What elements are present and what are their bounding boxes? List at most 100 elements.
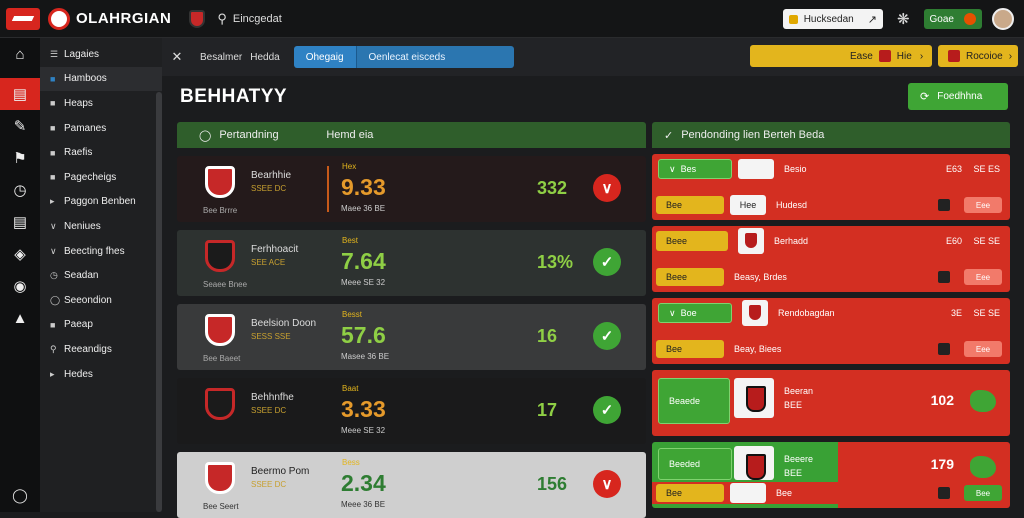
percent-value: 17 bbox=[537, 400, 558, 420]
odds-pill[interactable]: Beeded bbox=[658, 448, 732, 480]
menu-item-13[interactable]: ▸ Hedes bbox=[40, 362, 162, 387]
odds-block[interactable]: ∨ Boe Rendobagdan 3E SE SE Bee Beay, Bie… bbox=[652, 298, 1010, 364]
help-icon[interactable]: ◯ bbox=[12, 487, 28, 503]
score-caption: Masee 36 BE bbox=[341, 352, 390, 361]
odds-pill[interactable]: Beaede bbox=[658, 378, 730, 424]
avatar[interactable] bbox=[992, 8, 1014, 30]
flag-icon[interactable]: ⚑ bbox=[13, 150, 27, 167]
check-icon[interactable]: ✓ bbox=[593, 396, 621, 424]
odds-box[interactable] bbox=[730, 483, 766, 503]
match-row[interactable]: Beelsion Doon SESS SSE Bee Baeet Besst 57.6 M… bbox=[177, 304, 646, 370]
menu-item-10[interactable]: ◯ Seeondion bbox=[40, 288, 162, 313]
menu-item-0[interactable]: ☰ Lagaies bbox=[40, 42, 162, 67]
odds-yellow-pill[interactable]: Beee bbox=[656, 231, 728, 251]
odds-line[interactable]: Bee Bee Bee bbox=[652, 482, 1010, 504]
brand-logo-icon[interactable] bbox=[6, 7, 40, 30]
brand-name[interactable]: OLAHRGIAN bbox=[76, 10, 172, 27]
odds-box[interactable] bbox=[738, 159, 774, 179]
odds-pill[interactable]: ∨ Bes bbox=[658, 159, 732, 179]
close-icon[interactable]: ✕ bbox=[171, 49, 183, 64]
action-button[interactable]: ⟳ Foedhhna bbox=[908, 83, 1008, 110]
tab-1[interactable]: Besalmer bbox=[200, 51, 243, 63]
clock-icon[interactable]: ◷ bbox=[13, 182, 27, 199]
doc-icon: ■ bbox=[50, 123, 56, 134]
odds-pink-box[interactable]: Eee bbox=[964, 341, 1002, 357]
balance-chip[interactable]: Goae bbox=[923, 9, 982, 29]
menu-item-12[interactable]: ⚲ Reeandigs bbox=[40, 337, 162, 362]
menu-item-1[interactable]: ■ Hamboos bbox=[40, 66, 162, 92]
active-list-icon[interactable]: ▤ bbox=[0, 78, 40, 110]
odds-pink-box[interactable]: Bee bbox=[964, 485, 1002, 501]
doc-icon: ■ bbox=[50, 147, 56, 158]
tab-2[interactable]: Hedda bbox=[250, 51, 280, 63]
menu-item-3[interactable]: ■ Pamanes bbox=[40, 116, 162, 141]
icon-sidebar: ⌂ ☰ ▤ ✎ ⚑ ◷ ▤ ◈ ◉ ▲ ◯ bbox=[0, 38, 40, 512]
ring-icon[interactable]: ◉ bbox=[13, 278, 27, 295]
lock-icon bbox=[788, 14, 798, 24]
match-row[interactable]: Beermo Pom SSEE DC Bee Seert Bess 2.34 Meee 3… bbox=[177, 452, 646, 518]
odds-line[interactable]: ∨ Boe Rendobagdan 3E SE SE bbox=[652, 300, 1010, 326]
odds-block[interactable]: Beeded Beeere BEE 179 Bee Bee Bee bbox=[652, 442, 1010, 508]
search-icon[interactable]: ⚲ bbox=[217, 10, 227, 26]
settings-icon[interactable]: ❋ bbox=[896, 11, 910, 28]
odds-block[interactable]: Beaede Beeran BEE 102 bbox=[652, 370, 1010, 436]
chart-icon[interactable]: ▲ bbox=[12, 309, 28, 327]
odds-line[interactable]: ∨ Bes Besio E63 SE ES bbox=[652, 158, 1010, 180]
menu-item-label: Raefis bbox=[64, 147, 93, 159]
menu-scrollbar[interactable] bbox=[156, 92, 162, 512]
score-caption: Maee 36 BE bbox=[341, 204, 386, 213]
menu-item-11[interactable]: ■ Paeap bbox=[40, 313, 162, 338]
odds-pill[interactable]: ∨ Boe bbox=[658, 303, 732, 323]
club-crest-icon bbox=[205, 240, 235, 272]
odds-line[interactable]: Bee Beay, Biees Eee bbox=[652, 338, 1010, 360]
search-text[interactable]: Eincgedat bbox=[232, 12, 282, 25]
account-chip[interactable]: Hucksedan ↗ bbox=[782, 9, 883, 29]
match-row[interactable]: Ferhhoacit SEE ACE Seaee Bnee Best 7.64 Meee … bbox=[177, 230, 646, 296]
check-icon[interactable]: ✓ bbox=[593, 322, 621, 350]
top-right-controls: Hucksedan ↗ ❋ Goae bbox=[782, 0, 1024, 38]
odds-yellow-label: Beee bbox=[666, 272, 688, 282]
odds-yellow-pill[interactable]: Beee bbox=[656, 268, 724, 286]
menu-item-5[interactable]: ■ Pagecheigs bbox=[40, 165, 162, 190]
chevron-down-icon[interactable]: ∨ bbox=[593, 470, 621, 498]
refresh-icon: ⟳ bbox=[920, 91, 930, 103]
drop-icon[interactable]: ◈ bbox=[14, 246, 26, 263]
odds-box[interactable]: Hee bbox=[730, 195, 766, 215]
odds-yellow-pill[interactable]: Bee bbox=[656, 196, 724, 214]
odds-line[interactable]: Bee Hee Hudesd Eee bbox=[652, 194, 1010, 216]
shield-icon: ◯ bbox=[50, 294, 61, 305]
menu-item-4[interactable]: ■ Raefis bbox=[40, 140, 162, 165]
odds-line[interactable]: Beee Berhadd E60 SE SE bbox=[652, 228, 1010, 254]
odds-yellow-pill[interactable]: Bee bbox=[656, 340, 724, 358]
page-title: BEHHATYY bbox=[180, 86, 288, 107]
check-icon[interactable]: ✓ bbox=[593, 248, 621, 276]
square-icon bbox=[938, 487, 950, 499]
odds-pink-box[interactable]: Eee bbox=[964, 197, 1002, 213]
menu-item-2[interactable]: ■ Heaps bbox=[40, 91, 162, 116]
match-row[interactable]: Behhnfhe SSEE DC Baat 3.33 Meee SE 32 17 ✓ bbox=[177, 378, 646, 444]
menu-item-6[interactable]: ▸ Paggon Benben bbox=[40, 190, 162, 215]
menu-item-7[interactable]: ∨ Neniues bbox=[40, 214, 162, 239]
odds-block[interactable]: Beee Berhadd E60 SE SE Beee Beasy, Brdes… bbox=[652, 226, 1010, 292]
card-icon[interactable]: ▤ bbox=[12, 214, 28, 231]
pen-icon[interactable]: ✎ bbox=[13, 118, 27, 135]
tab-blue-1[interactable]: Ohegaig bbox=[293, 46, 356, 68]
yellow-pill-2[interactable]: Rocoioe › bbox=[938, 45, 1018, 67]
chevron-down-icon[interactable]: ∨ bbox=[593, 174, 621, 202]
menu-item-9[interactable]: ◷ Seadan bbox=[40, 263, 162, 288]
match-row[interactable]: Bearhhie SSEE DC Bee Brrre Hex 9.33 Maee 36 B… bbox=[177, 156, 646, 222]
home-icon[interactable]: ⌂ bbox=[15, 45, 25, 63]
yellow-pill[interactable]: Ease Hie › bbox=[750, 45, 932, 67]
menu-item-8[interactable]: ∨ Beecting fhes bbox=[40, 239, 162, 264]
account-chip-label: Hucksedan bbox=[803, 13, 854, 25]
odds-block[interactable]: ∨ Bes Besio E63 SE ES Bee Hee Hudesd Eee bbox=[652, 154, 1010, 220]
play-icon: ▸ bbox=[50, 368, 55, 379]
odds-line[interactable]: Beee Beasy, Brdes Eee bbox=[652, 266, 1010, 288]
tab-blue-2[interactable]: Oenlecat eisceds bbox=[355, 46, 514, 68]
odds-yellow-pill[interactable]: Bee bbox=[656, 484, 724, 502]
score-label: Best bbox=[342, 236, 359, 245]
odds-pink-box[interactable]: Eee bbox=[964, 269, 1002, 285]
search-box[interactable]: ⚲ Eincgedat bbox=[217, 11, 281, 27]
team-label: Rendobagdan bbox=[778, 308, 835, 318]
odds-yellow-label: Bee bbox=[666, 200, 683, 210]
